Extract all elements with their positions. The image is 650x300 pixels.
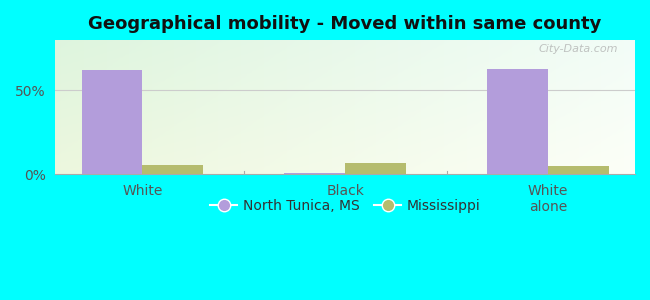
Bar <box>142 165 203 174</box>
Title: Geographical mobility - Moved within same county: Geographical mobility - Moved within sam… <box>88 15 602 33</box>
Text: City-Data.com: City-Data.com <box>538 44 617 54</box>
Bar <box>345 163 406 174</box>
Bar <box>284 173 345 174</box>
Bar <box>487 69 548 174</box>
Bar <box>82 70 142 174</box>
Legend: North Tunica, MS, Mississippi: North Tunica, MS, Mississippi <box>204 193 486 218</box>
Bar <box>548 166 608 174</box>
